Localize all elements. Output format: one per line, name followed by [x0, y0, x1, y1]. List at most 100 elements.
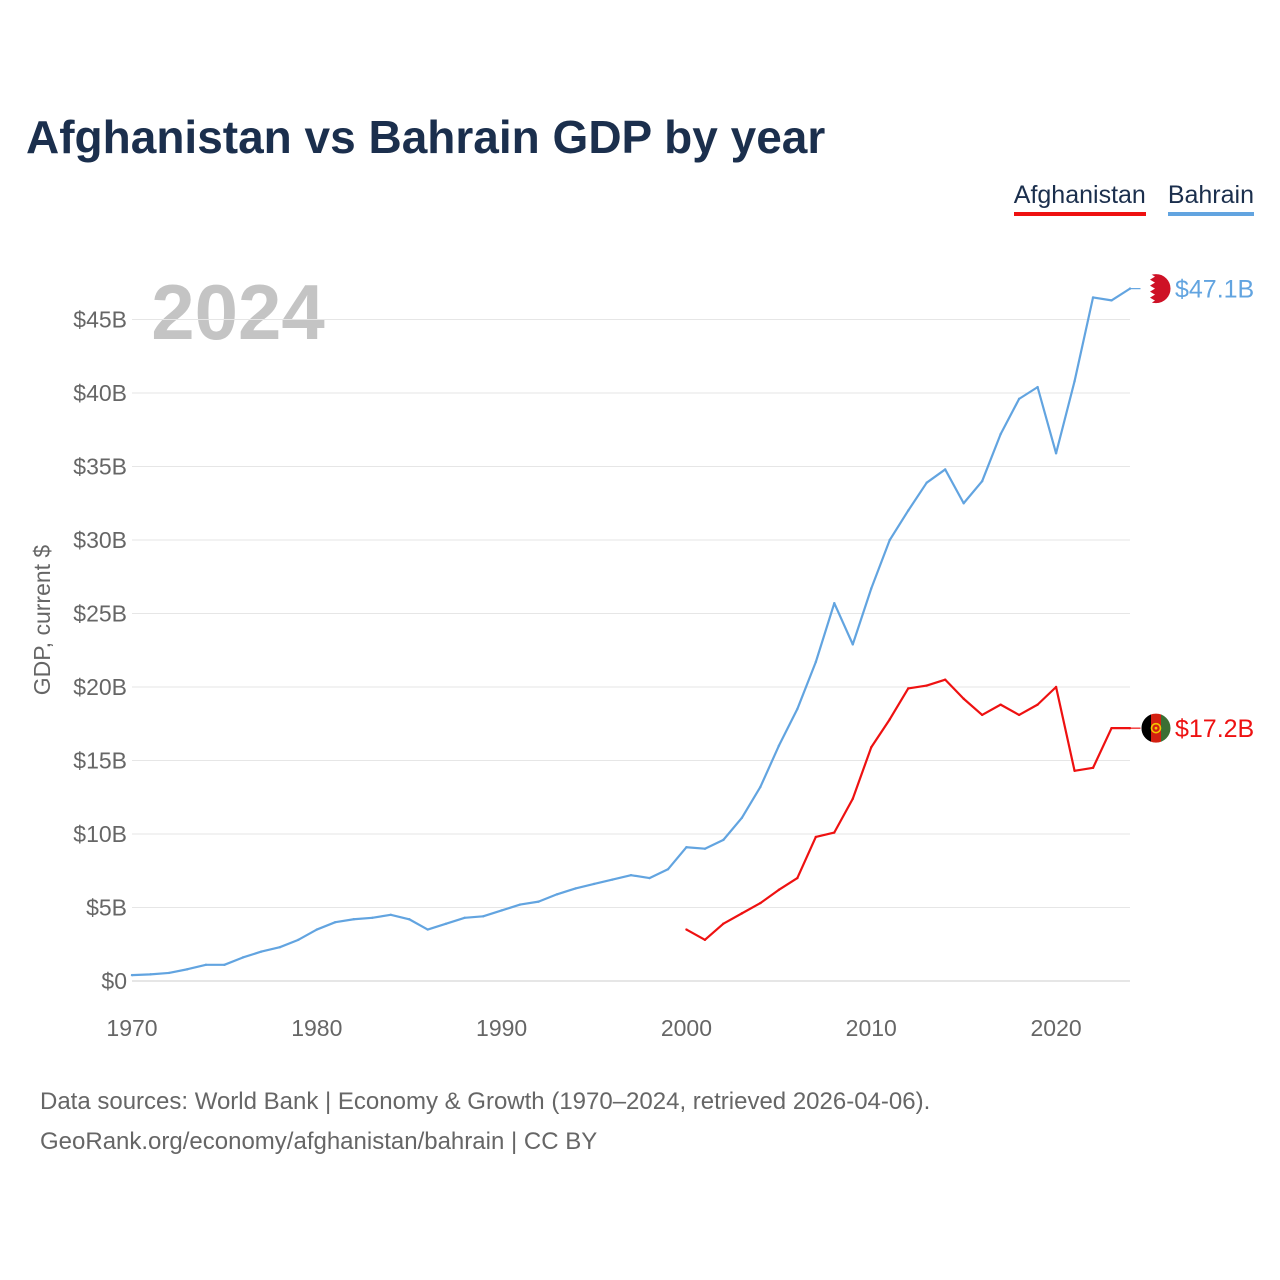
data-point-bahrain: [500, 909, 503, 912]
x-tick-label: 2000: [661, 1015, 712, 1041]
data-point-afghanistan: [703, 938, 707, 942]
footer: Data sources: World Bank | Economy & Gro…: [40, 1082, 930, 1162]
y-axis-tick-labels: $0 $5B $10B $15B $20B $25B $30B $35B $40B $45B: [73, 307, 127, 995]
legend-item-afghanistan[interactable]: Afghanistan: [1013, 180, 1146, 216]
data-point-afghanistan: [1054, 685, 1058, 689]
data-point-bahrain: [611, 878, 614, 881]
data-point-bahrain: [1017, 397, 1021, 401]
series-line-afghanistan[interactable]: [685, 678, 1130, 941]
data-point-bahrain: [796, 707, 799, 711]
year-watermark: 2024: [151, 268, 325, 356]
data-point-afghanistan: [943, 678, 947, 681]
data-point-bahrain: [518, 903, 522, 906]
data-point-afghanistan: [722, 922, 725, 925]
data-point-bahrain: [223, 963, 226, 967]
data-point-bahrain: [703, 847, 707, 850]
end-value-label-afghanistan: $17.2B: [1175, 715, 1254, 743]
data-point-bahrain: [851, 643, 854, 646]
data-point-afghanistan: [814, 835, 818, 839]
data-point-bahrain: [980, 480, 984, 483]
data-point-bahrain: [833, 602, 836, 605]
data-point-afghanistan: [962, 697, 965, 700]
data-point-bahrain: [426, 928, 429, 931]
y-tick-label: $30B: [73, 527, 127, 553]
data-point-afghanistan: [980, 713, 984, 717]
y-tick-label: $40B: [73, 380, 127, 406]
data-point-bahrain: [777, 744, 781, 747]
data-point-afghanistan: [833, 831, 836, 834]
data-point-bahrain: [537, 900, 540, 903]
data-point-afghanistan: [1036, 703, 1039, 706]
data-point-bahrain: [149, 973, 152, 976]
y-tick-label: $20B: [73, 674, 127, 700]
x-axis-tick-labels: 1970 1980 1990 2000 2010 2020: [106, 1015, 1081, 1041]
data-point-afghanistan: [1017, 713, 1021, 717]
legend-item-bahrain[interactable]: Bahrain: [1167, 180, 1254, 216]
data-point-bahrain: [1036, 385, 1039, 389]
data-point-bahrain: [463, 916, 466, 919]
data-point-bahrain: [389, 913, 392, 917]
y-tick-label: $5B: [86, 895, 127, 921]
line-chart: 2024 $0 $5B $10B $15B $20B $25B $30B $35B $40B $4…: [29, 268, 1254, 1041]
data-point-bahrain: [759, 785, 762, 789]
y-tick-label: $35B: [73, 454, 127, 480]
data-point-bahrain: [592, 882, 596, 886]
data-point-bahrain: [444, 922, 448, 925]
attribution-text: GeoRank.org/economy/afghanistan/bahrain …: [40, 1128, 598, 1155]
data-point-afghanistan: [851, 797, 854, 800]
data-point-bahrain: [130, 973, 134, 977]
x-tick-label: 2020: [1030, 1015, 1081, 1041]
y-tick-label: $15B: [73, 748, 127, 774]
data-point-bahrain: [685, 846, 688, 849]
data-point-afghanistan: [685, 928, 688, 931]
x-tick-label: 1990: [476, 1015, 527, 1041]
data-point-bahrain: [870, 587, 873, 590]
x-tick-label: 2010: [846, 1015, 897, 1041]
data-point-bahrain: [1054, 452, 1058, 455]
data-point-bahrain: [260, 950, 263, 953]
legend: Afghanistan Bahrain: [1013, 180, 1254, 216]
data-point-bahrain: [962, 502, 965, 505]
data-point-bahrain: [574, 887, 577, 890]
y-tick-label: $0: [101, 968, 127, 994]
data-point-bahrain: [371, 916, 374, 919]
data-point-afghanistan: [796, 876, 799, 880]
data-point-afghanistan: [777, 888, 781, 892]
afghanistan-flag-icon: [1140, 712, 1172, 744]
data-point-afghanistan: [740, 912, 744, 915]
y-tick-label: $25B: [73, 601, 127, 627]
data-point-bahrain: [555, 893, 559, 896]
x-tick-label: 1980: [291, 1015, 342, 1041]
grid-lines: [132, 319, 1130, 982]
data-point-bahrain: [999, 432, 1002, 436]
data-point-bahrain: [334, 921, 337, 924]
data-point-bahrain: [740, 816, 744, 820]
data-point-bahrain: [722, 838, 725, 842]
data-point-bahrain: [648, 876, 651, 880]
data-sources-text: Data sources: World Bank | Economy & Gro…: [40, 1088, 931, 1115]
data-point-bahrain: [907, 509, 910, 512]
series-end-labels: $17.2B $47.1B: [1130, 273, 1254, 744]
data-point-bahrain: [408, 918, 411, 921]
data-point-bahrain: [1110, 299, 1113, 302]
data-point-afghanistan: [888, 718, 891, 721]
data-point-bahrain: [167, 971, 171, 975]
data-point-bahrain: [204, 963, 208, 967]
series-line-bahrain[interactable]: [131, 287, 1131, 977]
data-point-afghanistan: [759, 901, 762, 905]
data-point-bahrain: [278, 945, 282, 949]
data-point-bahrain: [186, 968, 189, 971]
data-point-bahrain: [352, 918, 355, 921]
data-point-afghanistan: [1091, 766, 1095, 770]
data-point-afghanistan: [907, 687, 910, 690]
data-point-afghanistan: [925, 684, 928, 687]
x-tick-label: 1970: [106, 1015, 157, 1041]
bahrain-flag-icon: [1140, 273, 1172, 305]
data-point-bahrain: [241, 956, 245, 959]
data-point-afghanistan: [1073, 769, 1076, 772]
data-point-bahrain: [943, 468, 947, 471]
data-point-bahrain: [315, 928, 319, 931]
data-point-afghanistan: [1110, 726, 1113, 730]
data-point-bahrain: [1073, 380, 1076, 383]
data-point-bahrain: [925, 481, 928, 484]
